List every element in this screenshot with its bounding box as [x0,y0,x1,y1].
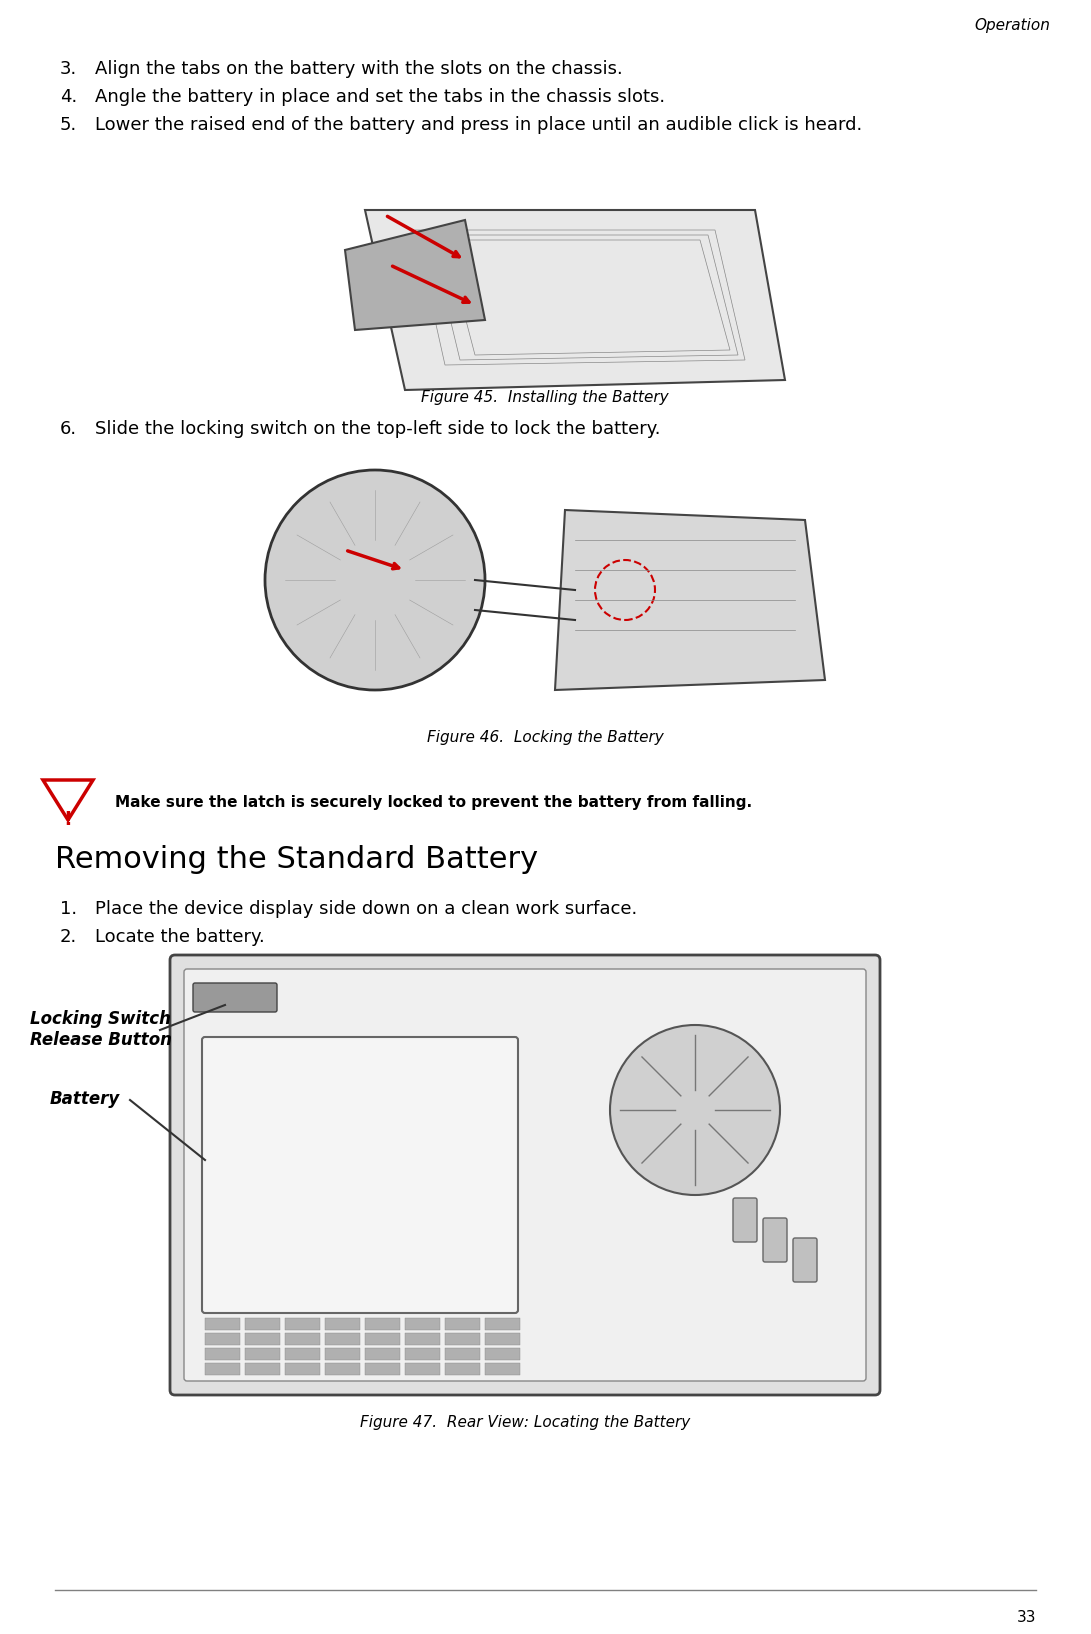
Text: 33: 33 [1017,1609,1036,1624]
Text: Place the device display side down on a clean work surface.: Place the device display side down on a … [95,900,637,918]
Bar [485,1319,520,1330]
Text: 4.: 4. [60,88,77,106]
Bar [445,1348,480,1359]
Bar [405,1319,440,1330]
Bar [285,1333,320,1345]
Bar [245,1363,280,1374]
Text: 6.: 6. [60,420,77,438]
Circle shape [610,1025,780,1194]
Bar [365,1319,400,1330]
Bar [325,1348,360,1359]
Text: 1.: 1. [60,900,77,918]
Text: Operation: Operation [974,18,1050,33]
Text: Battery: Battery [50,1090,120,1108]
Polygon shape [365,211,786,391]
Text: Locking Switch
Release Button: Locking Switch Release Button [29,1010,172,1049]
Bar [485,1333,520,1345]
Bar [365,1333,400,1345]
Text: Locate the battery.: Locate the battery. [95,928,265,946]
Text: Lower the raised end of the battery and press in place until an audible click is: Lower the raised end of the battery and … [95,116,862,134]
Text: Make sure the latch is securely locked to prevent the battery from falling.: Make sure the latch is securely locked t… [115,796,752,810]
Text: Slide the locking switch on the top-left side to lock the battery.: Slide the locking switch on the top-left… [95,420,660,438]
Bar [485,1348,520,1359]
Bar [405,1363,440,1374]
Circle shape [265,471,485,690]
Bar [205,1333,240,1345]
Bar [245,1333,280,1345]
FancyBboxPatch shape [170,954,880,1395]
Text: 3.: 3. [60,60,77,78]
Bar [485,1363,520,1374]
Bar [405,1348,440,1359]
Text: Figure 45.  Installing the Battery: Figure 45. Installing the Battery [421,391,669,405]
Bar [285,1348,320,1359]
Bar [205,1348,240,1359]
Text: !: ! [63,810,72,828]
Text: 5.: 5. [60,116,77,134]
Polygon shape [555,510,825,690]
FancyBboxPatch shape [763,1217,787,1261]
Bar [365,1348,400,1359]
Text: Removing the Standard Battery: Removing the Standard Battery [55,845,538,874]
Text: Angle the battery in place and set the tabs in the chassis slots.: Angle the battery in place and set the t… [95,88,666,106]
Bar [445,1333,480,1345]
Text: Figure 47.  Rear View: Locating the Battery: Figure 47. Rear View: Locating the Batte… [360,1415,691,1430]
Bar [365,1363,400,1374]
FancyBboxPatch shape [733,1198,757,1242]
Bar [205,1363,240,1374]
Text: Figure 46.  Locking the Battery: Figure 46. Locking the Battery [427,730,663,745]
Text: Align the tabs on the battery with the slots on the chassis.: Align the tabs on the battery with the s… [95,60,623,78]
Bar [445,1319,480,1330]
Bar [325,1333,360,1345]
Bar [325,1363,360,1374]
Bar [245,1319,280,1330]
Bar [405,1333,440,1345]
Bar [445,1363,480,1374]
Polygon shape [345,221,485,330]
FancyBboxPatch shape [202,1038,518,1314]
Bar [285,1363,320,1374]
FancyBboxPatch shape [184,969,866,1381]
Text: 2.: 2. [60,928,77,946]
Bar [285,1319,320,1330]
Bar [205,1319,240,1330]
Bar [245,1348,280,1359]
Bar [325,1319,360,1330]
FancyBboxPatch shape [193,984,277,1011]
FancyBboxPatch shape [793,1239,817,1283]
